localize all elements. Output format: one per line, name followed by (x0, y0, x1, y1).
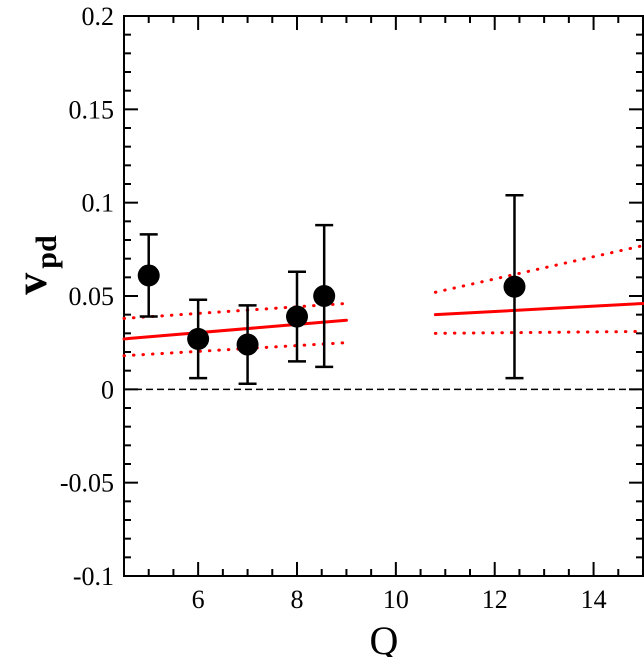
x-tick-label: 14 (581, 585, 607, 614)
y-axis-label-subscript: pd (30, 235, 63, 269)
data-point (286, 305, 308, 328)
fit-central-line (122, 318, 348, 341)
x-tick-label: 8 (291, 585, 304, 614)
fit-central-line (433, 301, 644, 317)
fit-lines (122, 244, 644, 358)
y-axis-label: v pd (7, 235, 63, 295)
data-point (137, 264, 160, 287)
plot-frame (123, 15, 644, 577)
x-tick-label: 10 (383, 585, 409, 614)
y-tick-label: 0.1 (82, 189, 115, 218)
y-tick-label: -0.05 (60, 469, 114, 498)
x-tick-label: 12 (482, 585, 508, 614)
y-tick-label: 0.05 (69, 282, 115, 311)
data-point (503, 275, 526, 298)
y-tick-label: -0.1 (73, 562, 114, 591)
fit-upper-band (122, 301, 348, 320)
data-point (236, 333, 259, 356)
svg-text:v pd: v pd (7, 235, 63, 295)
fit-upper-band (433, 244, 644, 294)
y-tick-label: 0.15 (69, 95, 115, 124)
data-point (313, 285, 336, 307)
y-tick-labels: -0.1 -0.05 0 0.05 0.1 0.15 0.2 (60, 2, 114, 591)
y-tick-label: 0 (101, 375, 114, 404)
fit-lower-band (433, 329, 644, 335)
y-axis-label-main: v (7, 273, 56, 295)
x-axis-label: Q (370, 618, 399, 657)
minor-ticks (123, 16, 644, 576)
fit-lower-band (122, 341, 348, 358)
x-tick-label: 6 (192, 585, 205, 614)
y-tick-label: 0.2 (82, 2, 115, 31)
x-tick-labels: 6 8 10 12 14 (192, 585, 607, 614)
major-ticks (124, 15, 643, 577)
data-point (187, 327, 210, 350)
data-points (137, 264, 526, 356)
